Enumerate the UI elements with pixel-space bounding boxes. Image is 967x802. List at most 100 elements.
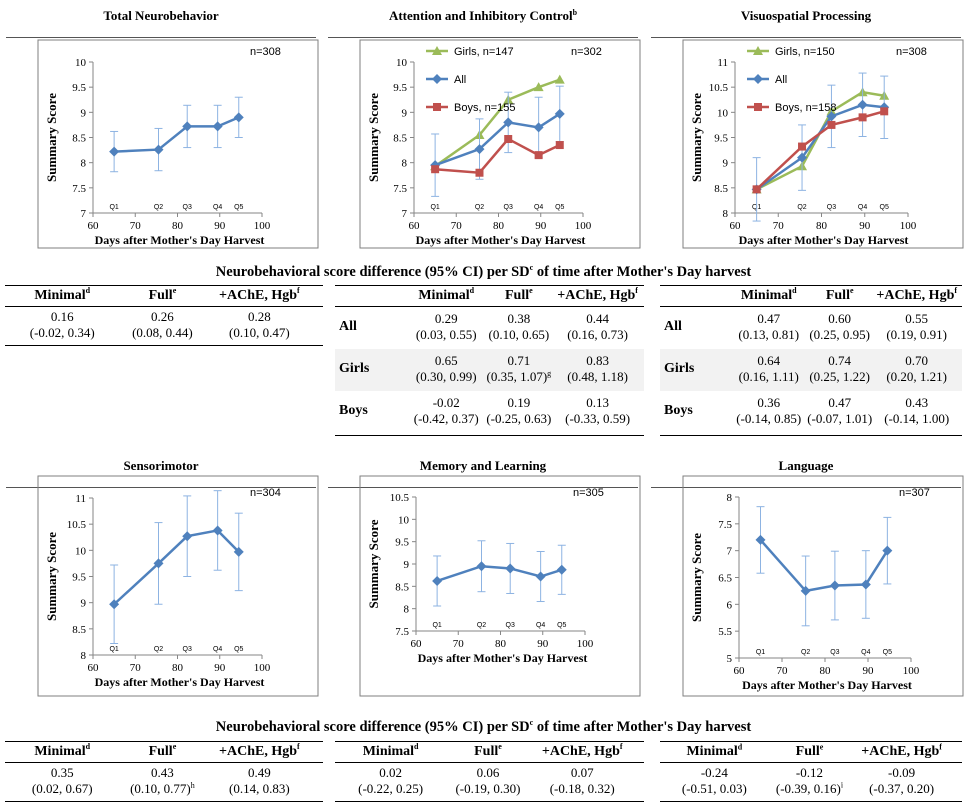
y-tick-label: 8.5 [72,624,86,636]
x-tick-label: 90 [859,220,871,232]
cell-ci: (-0.37, 0.20) [869,781,935,796]
data-point [153,144,164,155]
y-tick-label: 7.5 [718,519,732,531]
x-axis-label: Days after Mother's Day Harvest [95,675,265,689]
legend-label: All [454,74,466,86]
quintile-label: Q1 [430,204,439,211]
chart-title: Language [778,458,834,473]
x-tick-label: 60 [411,638,423,650]
chart-svg: 7 7.5 8 8.5 9 9.5 10 60 70 80 90 100 Q1 Q2 Q3 Q4 Q5 Days … [359,39,641,249]
quintile-label: Q3 [506,622,515,629]
x-tick-label: 60 [88,662,100,674]
cell-estimate: 0.38 [507,311,531,326]
data-point [212,525,223,536]
table-cell: 0.16 (-0.02, 0.34) [30,309,95,341]
data-point [752,185,761,194]
cell-ci: (-0.39, 0.16)i [775,780,844,796]
cell-estimate: 0.49 [248,765,271,780]
data-point [829,580,840,591]
legend-marker [432,46,442,55]
title-rule [6,487,316,488]
table-bottom-rule [5,345,323,346]
data-point [554,74,565,84]
column-header: Fulle [795,742,824,759]
x-tick-label: 90 [863,665,875,677]
quintile-label: Q1 [756,649,765,656]
cell-ci: (-0.22, 0.25) [358,781,424,796]
cell-ci: (-0.19, 0.30) [455,781,521,796]
cell-estimate: 0.55 [905,311,929,326]
y-tick-label: 8 [404,604,410,616]
table-cell: 0.60 (0.25, 0.95) [809,311,870,343]
table-cell: 0.07 (-0.18, 0.32) [550,765,615,797]
cell-ci: (0.25, 1.22) [809,369,871,384]
column-header: Minimald [34,286,91,303]
x-tick-label: 70 [773,220,785,232]
cell-estimate: -0.24 [700,765,728,780]
table-row: Girls 0.64 (0.16, 1.11) 0.74 (0.25, 1.22) 0.7… [660,349,962,391]
data-point [476,561,487,572]
table-cell: 0.70 (0.20, 1.21) [886,353,947,385]
quintile-label: Q2 [475,204,484,211]
sample-size-label: n=308 [896,46,927,58]
column-header: Fulle [148,286,177,303]
data-point [182,121,193,132]
y-tick-label: 7 [727,546,733,558]
series-2 [431,135,564,177]
cell-estimate: 0.26 [151,309,174,324]
data-point [109,146,120,157]
cell-estimate: 0.43 [151,765,174,780]
data-point [431,165,440,174]
panel-visuospatial-processing: Visuospatial Processing 8 8.5 9 9.5 10 10.5 11 6… [645,0,967,252]
table-header: Minimald Fulle +AChE, Hgbf [335,741,644,763]
sample-size-label: n=302 [571,46,602,58]
data-point [533,122,544,133]
y-axis-label: Summary Score [366,93,381,182]
table-cell: 0.19 (-0.25, 0.63) [486,395,551,427]
y-tick-label: 7.5 [395,626,409,638]
y-tick-label: 9.5 [72,82,86,94]
table-cell: -0.24 (-0.51, 0.03) [682,765,747,797]
x-tick-label: 70 [777,665,789,677]
quintile-label: Q3 [827,204,836,211]
x-tick-label: 70 [130,662,142,674]
column-header: Minimald [740,286,797,303]
x-tick-label: 90 [535,220,547,232]
x-tick-label: 80 [172,662,184,674]
y-tick-label: 9.5 [395,537,409,549]
table-cell: 0.65 (0.30, 0.99) [416,353,477,385]
table-header: Minimald Fulle +AChE, Hgbf [660,741,962,763]
series-line [114,116,240,153]
quintile-label: Q2 [154,204,163,211]
table-header: Minimald Fulle +AChE, Hgbf [5,741,323,763]
table-title-top: Neurobehavioral score difference (95% CI… [215,263,752,280]
x-tick-label: 80 [493,220,505,232]
chart-title: Visuospatial Processing [740,8,872,23]
data-point [858,113,867,122]
x-tick-label: 90 [214,220,226,232]
column-header: Fulle [148,742,177,759]
y-tick-label: 5 [727,653,733,665]
y-tick-label: 9 [81,107,87,119]
table-cell: 0.43 (-0.14, 1.00) [884,395,949,427]
y-tick-label: 10 [717,107,729,119]
legend-item: Girls, n=147 [426,46,514,58]
table-bottom-language: Minimald Fulle +AChE, Hgbf -0.24 (-0.51, 0.0… [660,741,962,802]
series-0 [432,540,567,607]
sample-size-label: n=304 [250,487,281,499]
panel-language: Language 5 5.5 6 6.5 7 7.5 8 60 70 80 90 100 Q1 Q2 Q3 Q4… [645,450,967,702]
y-tick-label: 9 [81,598,87,610]
x-axis-label: Days after Mother's Day Harvest [416,233,586,247]
cell-ci: (0.19, 0.91) [886,327,948,342]
series-1 [751,72,890,222]
legend-marker [432,74,442,84]
cell-estimate: -0.12 [795,765,824,780]
x-tick-label: 100 [254,220,271,232]
table-cell: -0.02 (-0.42, 0.37) [414,395,479,427]
table-top-total: Minimald Fulle +AChE, Hgbf 0.16 (-0.02, 0.34… [5,285,323,346]
cell-ci: (-0.07, 1.01) [807,411,873,426]
column-header: Fulle [474,742,502,759]
data-point [798,142,807,151]
table-top-attention: Minimald Fulle +AChE, Hgbf All 0.29 (0.03, 0.… [335,285,644,436]
quintile-label: Q2 [801,649,810,656]
